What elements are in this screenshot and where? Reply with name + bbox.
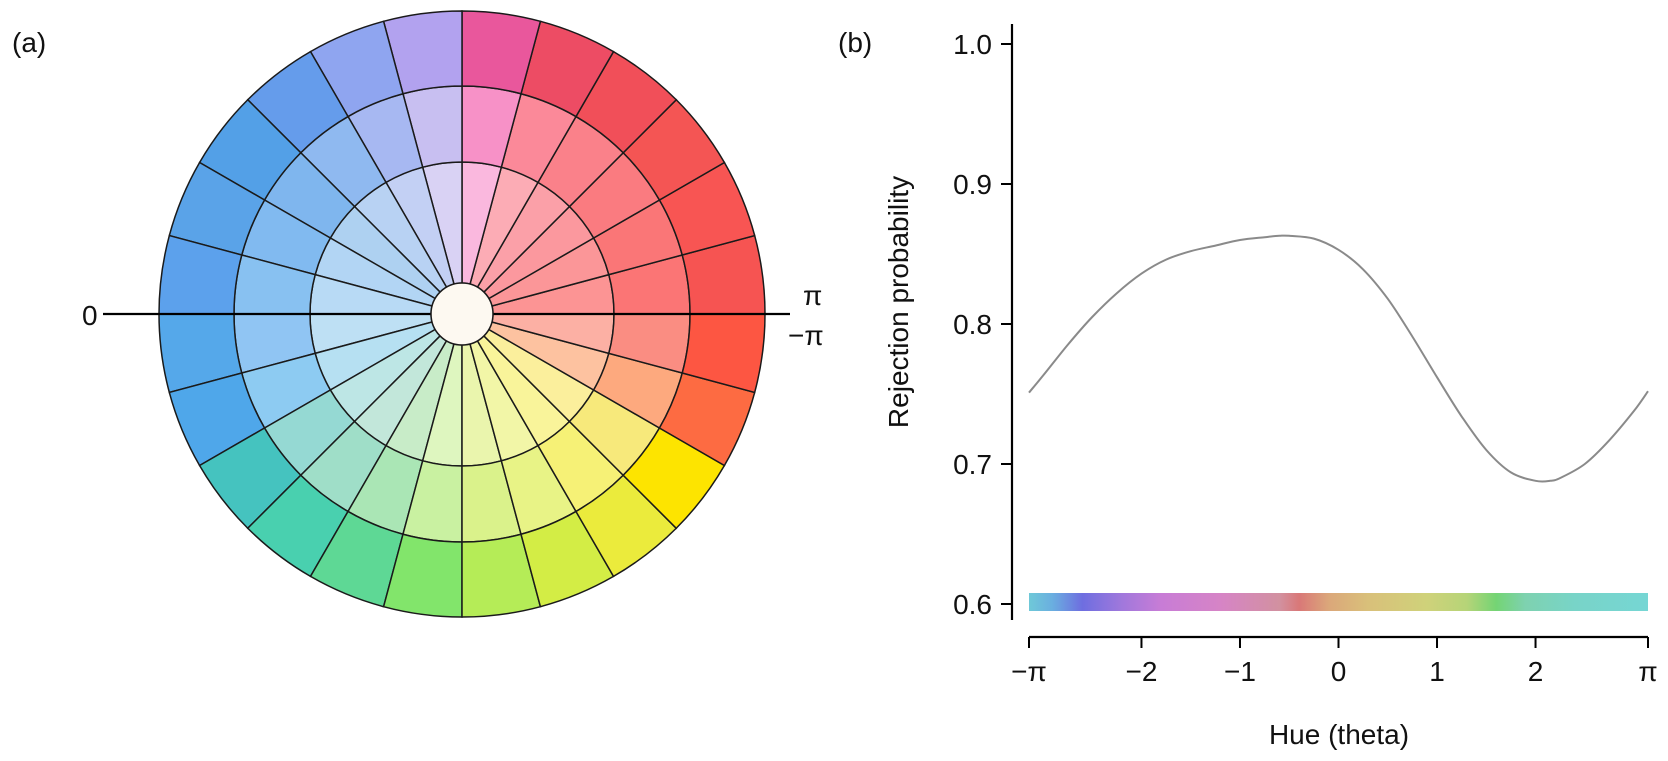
x-tick-label-4: 1 <box>1429 656 1445 687</box>
wheel-zero-label: 0 <box>82 300 98 331</box>
x-axis-label: Hue (theta) <box>1269 719 1409 750</box>
y-tick-label-2: 0.8 <box>953 309 992 340</box>
x-tick-label-5: 2 <box>1528 656 1544 687</box>
x-tick-label-2: −1 <box>1224 656 1256 687</box>
x-tick-label-0: −π <box>1011 656 1047 687</box>
y-tick-label-3: 0.9 <box>953 169 992 200</box>
y-tick-label-1: 0.7 <box>953 449 992 480</box>
color-wheel <box>158 10 766 618</box>
rejection-probability-line <box>1028 234 1649 483</box>
wheel-pi-label: π <box>803 280 822 311</box>
x-ticks: −π −2 −1 0 1 2 π <box>1011 637 1658 687</box>
y-tick-label-4: 1.0 <box>953 29 992 60</box>
x-tick-label-1: −2 <box>1125 656 1157 687</box>
y-ticks: 0.6 0.7 0.8 0.9 1.0 <box>953 29 1012 620</box>
x-tick-label-3: 0 <box>1331 656 1347 687</box>
wheel-neg-pi-label: −π <box>788 320 824 351</box>
line-chart-panel: (b) 0.6 0.7 0.8 0.9 1.0 −π −2 −1 0 1 2 π Hue (thet… <box>838 24 1658 750</box>
panel-a-label: (a) <box>12 27 46 58</box>
hue-gradient-bar <box>1029 593 1648 611</box>
y-tick-label-0: 0.6 <box>953 589 992 620</box>
wheel-center <box>430 282 494 346</box>
y-axis-label: Rejection probability <box>883 176 914 428</box>
panel-b-label: (b) <box>838 27 872 58</box>
color-wheel-panel: (a) 0 π −π <box>12 10 824 618</box>
x-tick-label-6: π <box>1638 656 1657 687</box>
